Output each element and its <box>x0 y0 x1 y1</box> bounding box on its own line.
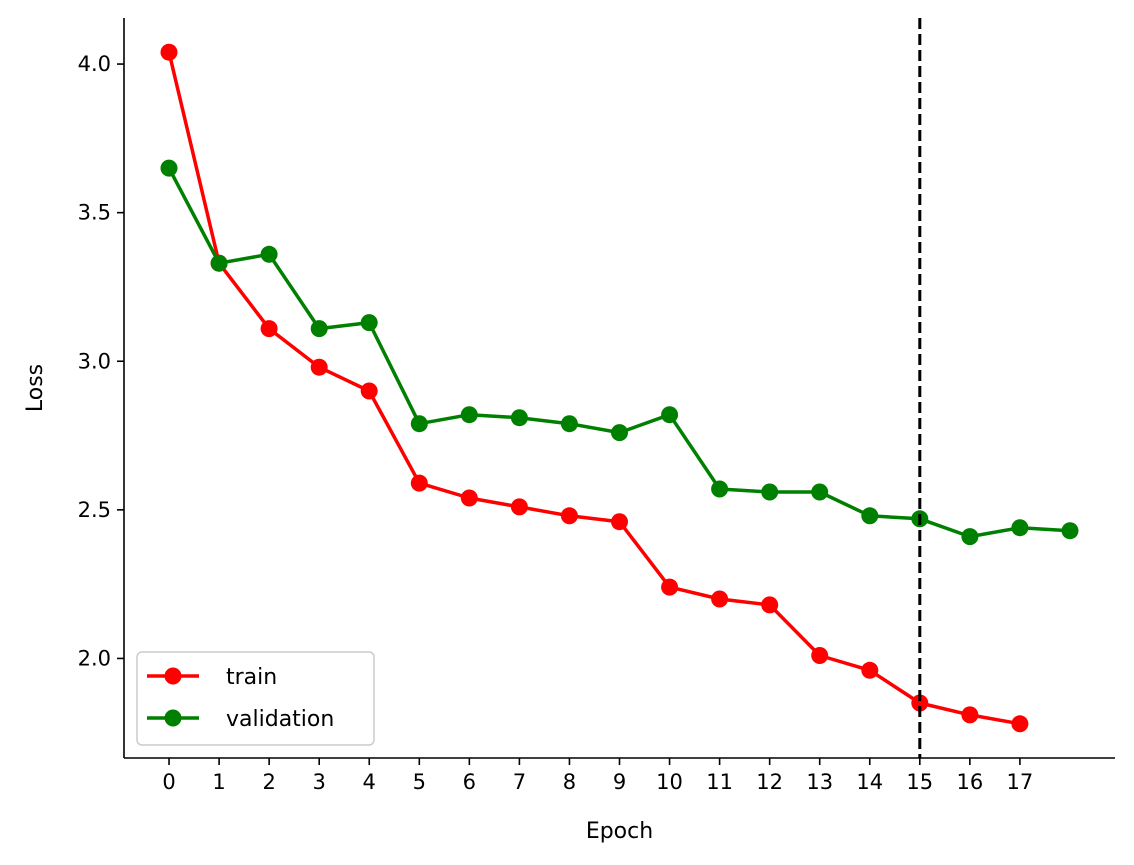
data-point-validation-9 <box>611 424 628 442</box>
x-tick-label-0: 0 <box>162 770 175 794</box>
data-point-validation-8 <box>560 415 578 433</box>
x-tick-label-1: 1 <box>212 770 225 794</box>
x-tick-label-3: 3 <box>313 770 326 794</box>
data-point-validation-6 <box>460 406 478 424</box>
y-tick-label-4: 4.0 <box>78 52 111 76</box>
plot-area <box>160 18 1079 758</box>
x-tick-label-10: 10 <box>656 770 683 794</box>
x-tick-label-9: 9 <box>613 770 626 794</box>
x-tick-label-11: 11 <box>706 770 733 794</box>
legend-marker-train <box>164 667 182 685</box>
series-line-train <box>167 50 1022 726</box>
data-point-train-11 <box>711 590 729 608</box>
data-point-validation-18 <box>1061 522 1079 540</box>
x-tick-label-4: 4 <box>363 770 376 794</box>
data-point-validation-0 <box>160 159 178 177</box>
data-point-validation-12 <box>761 483 779 501</box>
data-point-train-14 <box>861 661 879 679</box>
x-tick-label-2: 2 <box>262 770 275 794</box>
data-point-train-7 <box>510 498 528 516</box>
data-point-train-5 <box>410 474 428 492</box>
data-point-validation-1 <box>210 254 228 272</box>
x-tick-label-8: 8 <box>563 770 576 794</box>
data-point-validation-3 <box>310 320 328 338</box>
data-point-train-16 <box>961 706 979 724</box>
data-point-validation-16 <box>961 528 979 546</box>
x-tick-label-7: 7 <box>513 770 526 794</box>
legend-label-train: train <box>226 665 277 690</box>
legend-label-validation: validation <box>226 707 334 732</box>
data-point-validation-5 <box>410 415 428 433</box>
y-tick-label-1: 2.5 <box>78 498 111 522</box>
data-point-validation-13 <box>811 483 829 501</box>
y-tick-label-2: 3.0 <box>78 349 111 373</box>
y-axis-label: Loss <box>23 364 48 412</box>
data-point-train-4 <box>360 382 378 400</box>
data-point-validation-11 <box>711 480 729 498</box>
data-point-train-2 <box>260 320 278 338</box>
data-point-train-8 <box>560 507 578 525</box>
x-tick-label-16: 16 <box>956 770 983 794</box>
x-tick-label-12: 12 <box>756 770 783 794</box>
data-point-train-17 <box>1011 715 1029 733</box>
data-point-train-0 <box>160 43 178 61</box>
legend: train validation <box>136 651 375 746</box>
y-tick-label-0: 2.0 <box>78 646 111 670</box>
series-line-validation <box>167 166 1072 539</box>
data-point-validation-10 <box>661 406 679 424</box>
x-tick-label-13: 13 <box>806 770 833 794</box>
legend-marker-validation <box>164 709 182 727</box>
data-point-validation-4 <box>360 314 378 332</box>
x-tick-label-6: 6 <box>463 770 476 794</box>
axes: 0 1 2 3 4 5 6 7 8 9 10 11 12 13 14 15 16 172.02.53.03.54.… <box>78 18 1115 794</box>
data-point-validation-7 <box>510 409 528 427</box>
x-axis-label: Epoch <box>586 819 653 844</box>
data-point-validation-2 <box>260 245 278 263</box>
data-point-train-6 <box>460 489 478 507</box>
x-tick-label-15: 15 <box>906 770 933 794</box>
data-point-train-9 <box>611 513 628 531</box>
data-point-train-10 <box>661 578 679 596</box>
data-point-train-12 <box>761 596 779 614</box>
x-tick-label-17: 17 <box>1007 770 1034 794</box>
x-tick-label-5: 5 <box>413 770 426 794</box>
data-point-train-3 <box>310 358 328 376</box>
data-point-train-13 <box>811 647 829 664</box>
x-tick-label-14: 14 <box>856 770 883 794</box>
data-point-train-15 <box>911 694 929 712</box>
data-point-validation-14 <box>861 507 879 525</box>
data-point-validation-17 <box>1011 519 1029 537</box>
y-tick-label-3: 3.5 <box>78 201 111 225</box>
